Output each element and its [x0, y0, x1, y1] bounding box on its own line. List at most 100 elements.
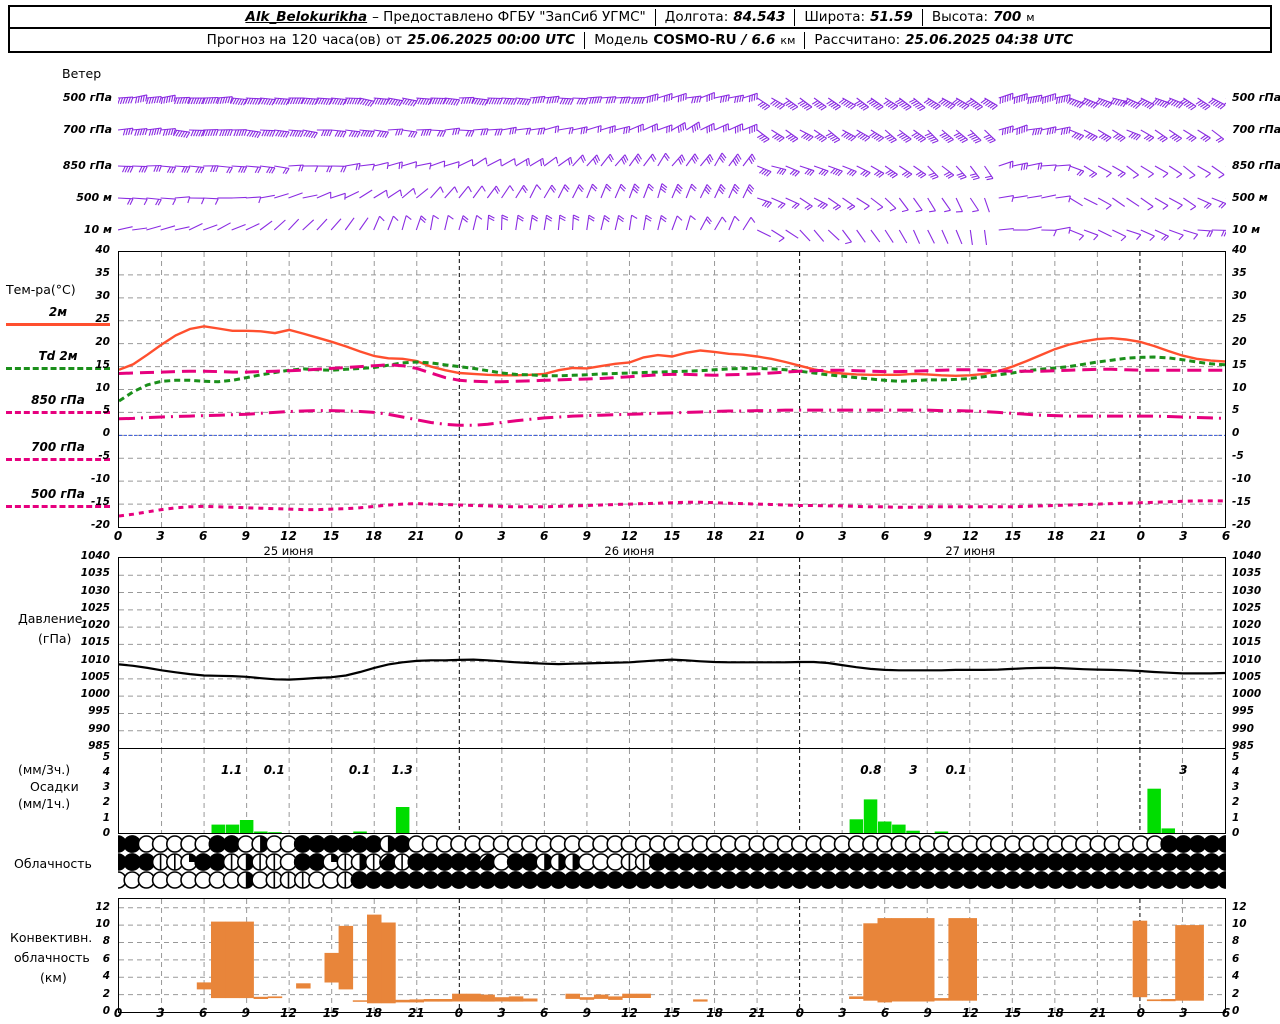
temp-tick-left-10: 10 — [95, 381, 110, 394]
pres-tick-right-990: 990 — [1232, 722, 1254, 735]
date-label-2: 27 июня — [945, 544, 996, 558]
conv-tick-right-4: 4 — [1232, 970, 1240, 983]
time-tick-7: 21 — [407, 529, 425, 543]
wind-level-label-left-4: 10 м — [83, 223, 112, 236]
model-cell: Модель COSMO-RU / 6.6 км — [585, 32, 804, 48]
conv-tick-left-6: 6 — [102, 952, 110, 965]
precip-title-line2: Осадки — [30, 779, 79, 794]
temp-tick-left--15: -15 — [91, 496, 110, 509]
bottom-time-tick-26: 6 — [1221, 1006, 1231, 1020]
conv-tick-left-2: 2 — [102, 987, 110, 1000]
pres-tick-right-1015: 1015 — [1232, 636, 1262, 649]
temp-tick-left-0: 0 — [102, 427, 110, 440]
time-tick-15: 21 — [748, 529, 766, 543]
pres-tick-right-1000: 1000 — [1232, 688, 1262, 701]
pres-tick-left-985: 985 — [88, 740, 110, 752]
calculated-utc: UTC — [1043, 32, 1074, 48]
temp-tick-right-35: 35 — [1232, 266, 1247, 279]
pres-tick-right-1010: 1010 — [1232, 653, 1262, 666]
precip-title-line3: (мм/1ч.) — [18, 796, 71, 811]
wind-title: Ветер — [62, 66, 102, 81]
temp-tick-left-20: 20 — [95, 335, 110, 348]
pres-tick-left-1005: 1005 — [80, 670, 110, 683]
precip-tick-left-1: 1 — [102, 811, 110, 824]
precip-tick-left-2: 2 — [102, 796, 110, 809]
precipitation-chart — [118, 749, 1226, 834]
precip-amount-label-0: 1.1 — [221, 763, 243, 777]
temp-legend-item-2: 850 гПа — [6, 393, 110, 414]
date-label-1: 26 июня — [604, 544, 655, 558]
temp-tick-right-30: 30 — [1232, 289, 1247, 302]
temp-tick-right--5: -5 — [1232, 450, 1244, 463]
conv-tick-right-0: 0 — [1232, 1005, 1240, 1017]
pres-tick-right-1005: 1005 — [1232, 670, 1262, 683]
temp-legend-item-4: 500 гПа — [6, 487, 110, 508]
precip-tick-left-0: 0 — [102, 827, 110, 839]
temp-tick-right--10: -10 — [1232, 473, 1251, 486]
convective-title-line3: (км) — [40, 970, 67, 985]
model-label: Модель — [594, 32, 649, 48]
precip-tick-right-3: 3 — [1232, 781, 1240, 794]
time-tick-6: 18 — [365, 529, 383, 543]
temp-legend-swatch-0 — [6, 323, 110, 326]
bottom-time-tick-15: 21 — [748, 1006, 766, 1020]
station-cell: Alk_Belokurikha – Предоставлено ФГБУ "За… — [236, 9, 654, 25]
conv-tick-left-4: 4 — [102, 970, 110, 983]
bottom-time-tick-0: 0 — [113, 1006, 123, 1020]
pressure-title-line1: Давление — [18, 611, 83, 626]
bottom-time-tick-8: 0 — [454, 1006, 464, 1020]
pres-tick-left-1010: 1010 — [80, 653, 110, 666]
conv-tick-right-10: 10 — [1232, 918, 1247, 931]
latitude-label: Широта: — [804, 9, 866, 25]
temp-tick-right-5: 5 — [1232, 404, 1240, 417]
pres-tick-left-1040: 1040 — [80, 550, 110, 562]
bottom-time-tick-7: 21 — [407, 1006, 425, 1020]
forecast-hours: 120 — [291, 32, 318, 48]
convective-title-line1: Конвективн. — [10, 930, 93, 945]
bottom-time-tick-2: 6 — [199, 1006, 208, 1020]
conv-tick-left-12: 12 — [95, 900, 110, 913]
header-divider — [921, 8, 923, 26]
longitude-label: Долгота: — [664, 9, 729, 25]
precip-amount-label-5: 3 — [909, 763, 918, 777]
precip-amount-label-6: 0.1 — [945, 763, 967, 777]
header-divider — [804, 31, 806, 49]
temp-tick-left-35: 35 — [95, 266, 110, 279]
header-divider — [794, 8, 796, 26]
bottom-time-tick-24: 0 — [1136, 1006, 1145, 1020]
bottom-time-tick-9: 3 — [497, 1006, 506, 1020]
time-tick-20: 12 — [961, 529, 979, 543]
time-tick-5: 15 — [322, 529, 340, 543]
bottom-time-tick-12: 12 — [621, 1006, 638, 1020]
forecast-cell: Прогноз на 120 часа(ов) от 25.06.2025 00… — [198, 32, 585, 48]
temp-tick-left-40: 40 — [95, 244, 110, 256]
altitude-value: 700 — [993, 9, 1022, 25]
convective-title-line2: облачность — [14, 950, 90, 965]
precip-amount-label-2: 0.1 — [348, 763, 371, 777]
wind-level-label-right-3: 500 м — [1232, 191, 1268, 204]
header-row-station: Alk_Belokurikha – Предоставлено ФГБУ "За… — [10, 7, 1270, 29]
precip-tick-left-4: 4 — [102, 765, 110, 778]
conv-tick-left-10: 10 — [95, 918, 110, 931]
pres-tick-left-1025: 1025 — [80, 601, 110, 614]
temp-tick-right--15: -15 — [1232, 496, 1251, 509]
temp-legend-label-0: 2м — [48, 305, 68, 319]
header-divider — [654, 8, 656, 26]
header-panel: Alk_Belokurikha – Предоставлено ФГБУ "За… — [8, 5, 1272, 53]
temperature-svg — [119, 252, 1225, 527]
forecast-from-word: от — [385, 32, 403, 48]
bottom-time-tick-17: 3 — [838, 1006, 847, 1020]
pres-tick-left-1035: 1035 — [80, 567, 110, 580]
bottom-time-tick-10: 6 — [539, 1006, 549, 1020]
temp-tick-left--10: -10 — [91, 473, 110, 486]
precip-title-line1: (мм/3ч.) — [18, 762, 71, 777]
temp-tick-left-15: 15 — [95, 358, 110, 371]
temp-legend-label-1: Td 2м — [38, 349, 78, 363]
bottom-time-tick-16: 0 — [795, 1006, 805, 1020]
temp-tick-right-20: 20 — [1232, 335, 1247, 348]
conv-tick-right-12: 12 — [1232, 900, 1247, 913]
conv-tick-right-6: 6 — [1232, 952, 1240, 965]
wind-level-label-right-1: 700 гПа — [1232, 123, 1280, 136]
header-divider — [584, 31, 586, 49]
forecast-prefix: Прогноз на — [206, 32, 287, 48]
